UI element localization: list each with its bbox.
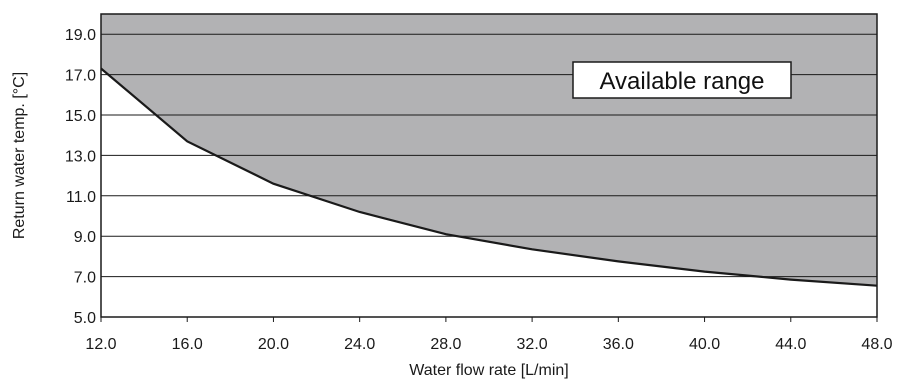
- y-tick-label: 5.0: [74, 310, 96, 327]
- x-tick-label: 32.0: [517, 336, 548, 353]
- x-tick-label: 36.0: [603, 336, 634, 353]
- x-tick-label: 20.0: [258, 336, 289, 353]
- x-tick-label: 44.0: [775, 336, 806, 353]
- x-tick-label: 16.0: [172, 336, 203, 353]
- x-tick-label: 24.0: [344, 336, 375, 353]
- y-tick-label: 15.0: [65, 108, 96, 125]
- x-tick-label: 28.0: [430, 336, 461, 353]
- x-axis-title: Water flow rate [L/min]: [409, 362, 568, 379]
- available-range-area: [101, 14, 877, 286]
- y-tick-label: 17.0: [65, 68, 96, 85]
- plot-frame: [100, 13, 878, 318]
- x-tick-label: 48.0: [861, 336, 892, 353]
- annotation-label: Available range: [599, 68, 764, 95]
- y-axis-title: Return water temp. [°C]: [11, 72, 28, 239]
- x-tick-label: 40.0: [689, 336, 720, 353]
- y-tick-label: 11.0: [66, 189, 96, 206]
- y-tick-label: 19.0: [65, 27, 96, 44]
- y-tick-label: 9.0: [74, 229, 96, 246]
- boundary-line: [100, 67, 878, 287]
- x-tick-label: 12.0: [85, 336, 116, 353]
- annotation-box: [572, 61, 792, 99]
- y-tick-label: 7.0: [74, 270, 96, 287]
- y-tick-label: 13.0: [65, 148, 96, 165]
